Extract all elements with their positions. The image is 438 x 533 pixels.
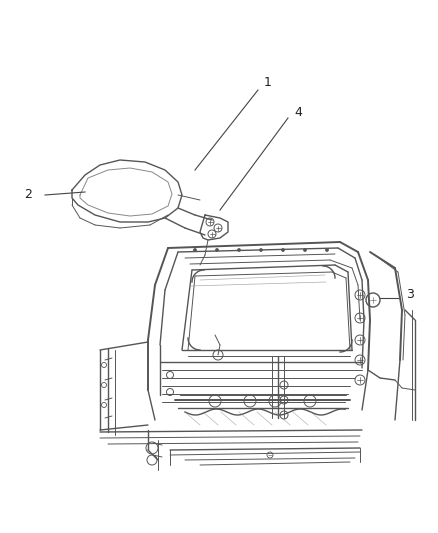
- Circle shape: [282, 248, 285, 252]
- Circle shape: [215, 248, 219, 252]
- Text: 2: 2: [24, 189, 32, 201]
- Circle shape: [325, 248, 328, 252]
- Circle shape: [237, 248, 240, 252]
- Text: 1: 1: [264, 77, 272, 90]
- Circle shape: [194, 248, 197, 252]
- Text: 4: 4: [294, 106, 302, 118]
- Text: 3: 3: [406, 288, 414, 302]
- Circle shape: [259, 248, 262, 252]
- Circle shape: [304, 248, 307, 252]
